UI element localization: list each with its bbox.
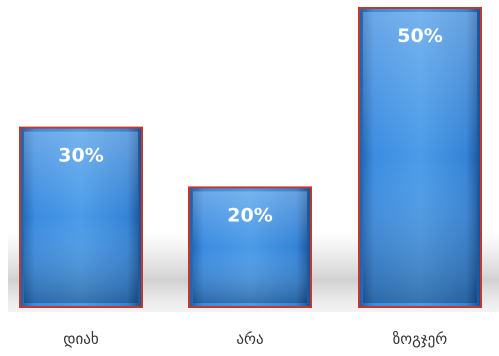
bar-value-label-1: 20% <box>227 204 272 226</box>
bar-bevel-0 <box>24 131 138 303</box>
bar-value-label-2: 50% <box>397 25 442 47</box>
bar-bevel-2 <box>363 12 477 303</box>
category-labels-layer: დიახ არა ზოგჯერ <box>63 330 447 348</box>
category-label-0: დიახ <box>63 330 99 348</box>
bars-layer <box>19 7 482 308</box>
bar-value-label-0: 30% <box>58 145 103 167</box>
labels-layer: 30% 20% 50% <box>58 25 442 226</box>
category-label-1: არა <box>236 330 263 348</box>
bar-bevel-1 <box>193 191 307 303</box>
category-label-2: ზოგჯერ <box>393 330 447 348</box>
